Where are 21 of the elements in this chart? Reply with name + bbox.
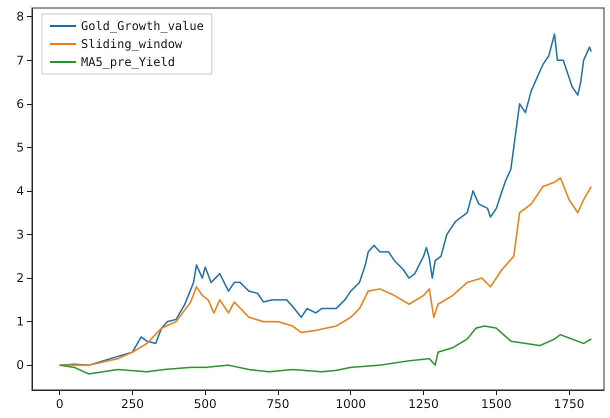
y-tick-label: 0 — [16, 358, 24, 372]
y-tick-label: 1 — [16, 314, 24, 329]
y-tick-label: 7 — [16, 53, 24, 68]
legend-label: Sliding_window — [81, 37, 183, 51]
x-tick-label: 500 — [194, 397, 217, 411]
x-tick-label: 1500 — [481, 397, 512, 411]
y-tick-label: 2 — [16, 271, 24, 286]
y-tick-label: 3 — [16, 228, 24, 242]
x-tick-label: 250 — [120, 397, 144, 411]
legend-label: MA5_pre_Yield — [81, 55, 175, 69]
legend-label: Gold_Growth_value — [81, 19, 204, 33]
x-tick-label: 750 — [266, 397, 290, 411]
x-tick-label: 0 — [56, 397, 64, 411]
y-tick-label: 4 — [16, 184, 24, 198]
y-tick-label: 6 — [16, 96, 24, 111]
x-tick-label: 1250 — [408, 397, 439, 411]
y-tick-label: 8 — [16, 10, 24, 24]
x-tick-label: 1000 — [335, 397, 366, 411]
x-tick-label: 1750 — [554, 397, 584, 411]
y-tick-label: 5 — [16, 140, 24, 154]
line-series — [58, 325, 592, 375]
